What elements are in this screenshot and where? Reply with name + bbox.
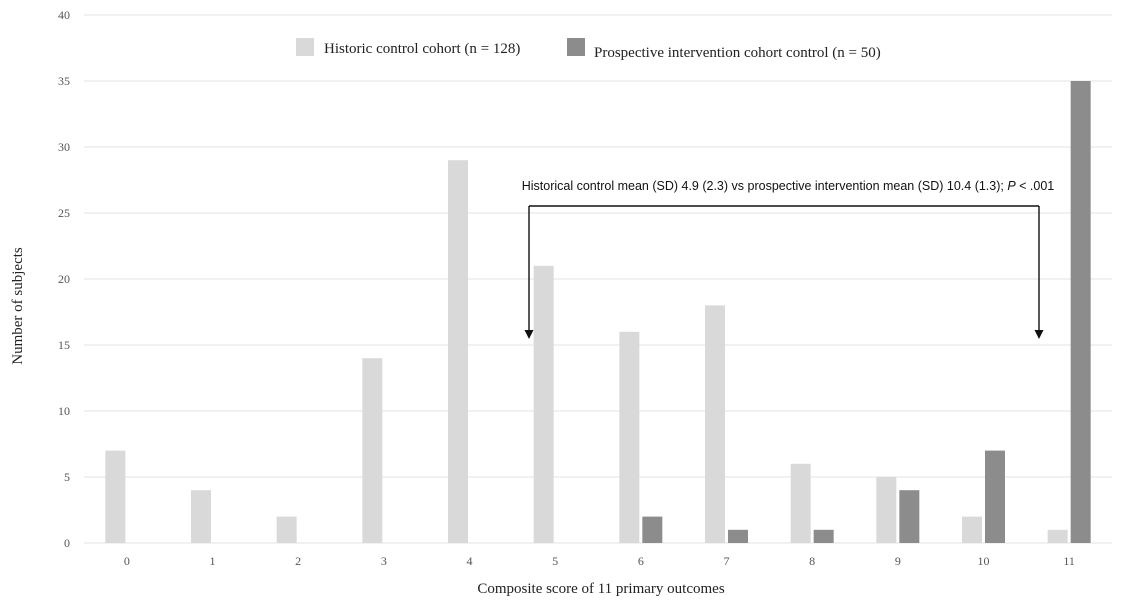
annotation-main: Historical control mean (SD) 4.9 (2.3) v… [522, 179, 1008, 193]
annotation-p-symbol: P [1007, 179, 1016, 193]
x-tick-label-0: 0 [124, 554, 130, 568]
bars [105, 81, 1091, 543]
y-tick-label-40: 40 [58, 8, 70, 22]
bar-series0-category-5 [533, 265, 554, 543]
grid [84, 14, 1112, 544]
bar-series1-category-6 [642, 516, 663, 543]
annotation-arrowhead-right [1034, 330, 1044, 339]
y-tick-label-0: 0 [64, 536, 70, 550]
bar-series0-category-1 [191, 490, 211, 543]
bar-series0-category-7 [705, 305, 725, 543]
y-tick-label-35: 35 [58, 74, 70, 88]
bar-series0-category-2 [276, 516, 297, 543]
bar-series0-category-11 [1047, 529, 1068, 543]
annotation-arrowhead-left [524, 330, 534, 339]
y-tick-label-15: 15 [58, 338, 70, 352]
bar-series1-category-10 [985, 450, 1005, 543]
annotation-bracket [528, 205, 1040, 330]
bar-series0-category-10 [962, 516, 982, 543]
x-tick-label-1: 1 [210, 554, 216, 568]
y-tick-label-10: 10 [58, 404, 70, 418]
x-tick-label-5: 5 [552, 554, 558, 568]
bar-series0-category-0 [105, 450, 126, 543]
y-tick-label-25: 25 [58, 206, 70, 220]
bar-series0-category-6 [619, 331, 640, 543]
legend-label-historic: Historic control cohort (n = 128) [324, 41, 520, 57]
x-tick-label-7: 7 [724, 554, 730, 568]
x-axis-title: Composite score of 11 primary outcomes [477, 581, 724, 597]
y-tick-label-5: 5 [64, 470, 70, 484]
x-tick-label-6: 6 [638, 554, 644, 568]
bar-series0-category-4 [448, 160, 468, 543]
x-tick-label-4: 4 [467, 554, 473, 568]
bar-series1-category-7 [728, 529, 748, 543]
x-tick-label-3: 3 [381, 554, 387, 568]
bar-series1-category-9 [899, 490, 920, 543]
y-axis-title: Number of subjects [10, 247, 26, 365]
bar-series0-category-3 [362, 358, 383, 543]
x-tick-label-10: 10 [978, 554, 990, 568]
significance-annotation: Historical control mean (SD) 4.9 (2.3) v… [522, 179, 1055, 339]
legend-swatch-prospective [567, 38, 585, 56]
annotation-text: Historical control mean (SD) 4.9 (2.3) v… [522, 179, 1055, 193]
annotation-p-value: < .001 [1016, 179, 1055, 193]
y-tick-label-20: 20 [58, 272, 70, 286]
ticks: 0 5 10 15 20 25 30 35 40 0 1 2 3 4 5 6 7 8 9 10 11 [58, 8, 1075, 568]
bar-series1-category-8 [813, 529, 834, 543]
x-tick-label-2: 2 [295, 554, 301, 568]
x-tick-label-8: 8 [809, 554, 815, 568]
y-tick-label-30: 30 [58, 140, 70, 154]
bar-series0-category-9 [876, 477, 897, 543]
bar-series0-category-8 [790, 463, 811, 543]
legend-swatch-historic [296, 38, 314, 56]
legend: Historic control cohort (n = 128) Prospe… [296, 38, 881, 61]
x-tick-label-11: 11 [1063, 554, 1075, 568]
x-tick-label-9: 9 [895, 554, 901, 568]
legend-label-prospective: Prospective intervention cohort control … [594, 45, 881, 61]
bar-series1-category-11 [1070, 81, 1091, 543]
